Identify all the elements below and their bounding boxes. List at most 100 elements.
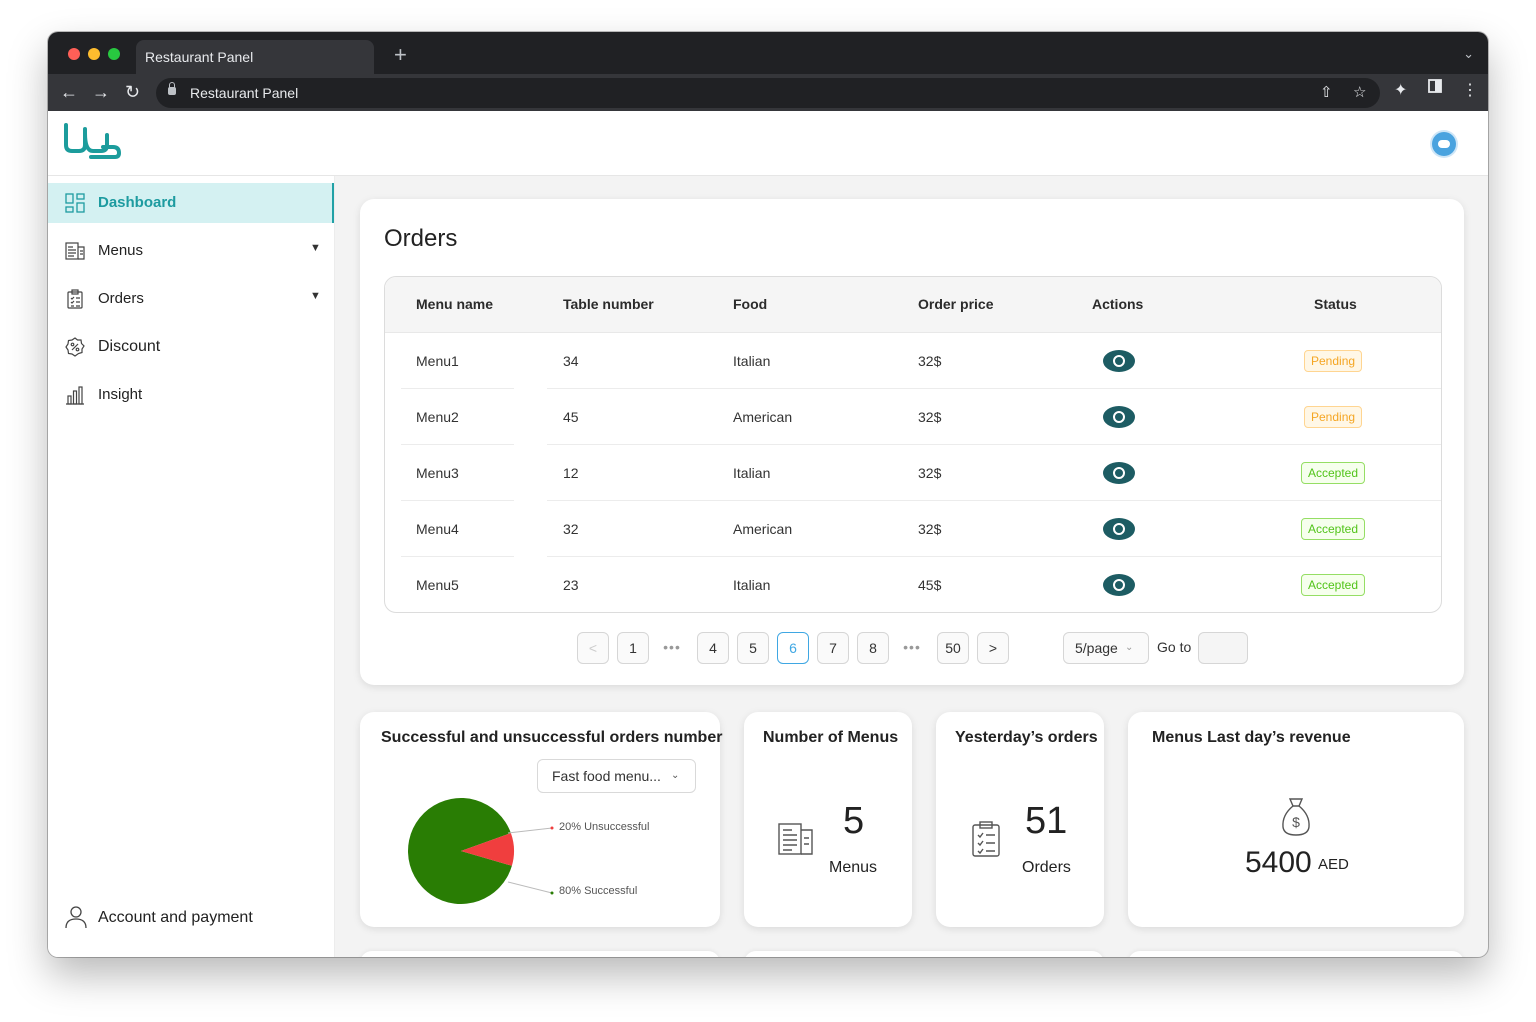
pagination-ellipsis[interactable]: ••• <box>663 639 681 655</box>
lock-icon <box>168 82 176 95</box>
page-button[interactable]: 50 <box>937 632 969 664</box>
page-button[interactable]: 4 <box>697 632 729 664</box>
page-button-current[interactable]: 6 <box>777 632 809 664</box>
legend-dot-successful <box>550 891 554 895</box>
sidebar-item-account[interactable]: Account and payment <box>48 898 334 938</box>
table-cell: Menu5 <box>416 577 459 593</box>
page-button[interactable]: 1 <box>617 632 649 664</box>
chevron-down-icon[interactable]: ▼ <box>310 242 321 254</box>
address-bar[interactable]: Restaurant Panel ⇧ ☆ <box>156 78 1380 108</box>
reload-icon[interactable]: ↻ <box>125 82 141 102</box>
table-cell: Menu3 <box>416 465 459 481</box>
table-cell: 32$ <box>918 409 942 425</box>
app-header <box>48 111 1488 176</box>
yesterday-orders-value: 51 <box>1025 800 1068 842</box>
success-chart-card: Successful and unsuccessful orders numbe… <box>360 712 723 927</box>
tab-search-chevron-icon[interactable]: ⌄ <box>1463 46 1474 61</box>
menu-filter-value: Fast food menu... <box>552 768 661 784</box>
new-tab-button[interactable]: + <box>394 42 407 67</box>
page-size-value: 5/page <box>1075 640 1118 656</box>
success-chart-title: Successful and unsuccessful orders numbe… <box>381 729 723 746</box>
minimize-window-button[interactable] <box>88 48 100 60</box>
browser-menu-icon[interactable]: ⋮ <box>1462 82 1478 99</box>
view-eye-icon[interactable] <box>1103 350 1135 372</box>
revenue-title: Menus Last day’s revenue <box>1152 729 1351 746</box>
status-badge: Pending <box>1304 406 1363 428</box>
sidebar-item-orders[interactable]: Orders ▼ <box>48 279 334 319</box>
share-icon[interactable]: ⇧ <box>1320 84 1333 101</box>
app-logo[interactable] <box>63 121 122 166</box>
column-header: Status <box>1314 296 1357 312</box>
revenue-value: 5400 <box>1245 846 1312 879</box>
revenue-currency: AED <box>1318 856 1349 873</box>
pie-slice-successful[interactable] <box>408 798 512 904</box>
column-header: Order price <box>918 296 994 312</box>
row-divider <box>547 500 1441 501</box>
table-header: Menu name Table number Food Order price … <box>385 277 1441 333</box>
column-header: Food <box>733 296 768 312</box>
column-header: Menu name <box>416 296 494 312</box>
pagination-ellipsis[interactable]: ••• <box>903 639 921 655</box>
status-badge: Accepted <box>1301 462 1366 484</box>
chevron-down-icon: ⌄ <box>671 770 680 781</box>
sidebar-item-label: Orders <box>98 290 144 307</box>
maximize-window-button[interactable] <box>108 48 120 60</box>
bar-chart-icon <box>65 385 85 405</box>
chevron-down-icon[interactable]: ▼ <box>310 290 321 302</box>
sidebar-item-dashboard[interactable]: Dashboard <box>48 183 334 223</box>
dashboard-icon <box>65 193 85 213</box>
page-size-select[interactable]: 5/page ⌄ <box>1063 632 1149 664</box>
pie-slice-unsuccessful[interactable] <box>461 833 514 866</box>
back-arrow-icon[interactable]: ← <box>60 82 78 102</box>
sidebar-item-insight[interactable]: Insight <box>48 375 334 415</box>
table-cell: 45$ <box>918 577 942 593</box>
browser-tab[interactable]: Restaurant Panel <box>136 40 374 74</box>
table-row: Menu5 23 Italian 45$ Accepted <box>385 557 1441 612</box>
page-button[interactable]: 8 <box>857 632 889 664</box>
menus-count-title: Number of Menus <box>763 729 899 746</box>
view-eye-icon[interactable] <box>1103 518 1135 540</box>
extensions-puzzle-icon[interactable]: ✦ <box>1394 82 1408 99</box>
view-eye-icon[interactable] <box>1103 406 1135 428</box>
sidebar-item-discount[interactable]: Discount <box>48 327 334 367</box>
discount-badge-icon <box>65 337 85 357</box>
status-badge: Accepted <box>1301 574 1366 596</box>
bookmark-star-icon[interactable]: ☆ <box>1353 84 1367 101</box>
column-header: Actions <box>1092 296 1144 312</box>
browser-tab-title: Restaurant Panel <box>145 49 254 65</box>
table-cell: 34 <box>563 353 579 369</box>
prev-page-button[interactable]: < <box>577 632 609 664</box>
sidebar-item-menus[interactable]: Menus ▼ <box>48 231 334 271</box>
sidebar-item-label: Insight <box>98 386 143 403</box>
table-row: Menu4 32 American 32$ Accepted <box>385 501 1441 557</box>
next-page-button[interactable]: > <box>977 632 1009 664</box>
column-header: Table number <box>563 296 654 312</box>
row-divider <box>547 388 1441 389</box>
menu-document-icon <box>777 820 815 863</box>
sidebar: Dashboard Menus ▼ Orders ▼ Discount <box>48 176 335 957</box>
table-cell: 32 <box>563 521 579 537</box>
view-eye-icon[interactable] <box>1103 462 1135 484</box>
table-cell: 32$ <box>918 353 942 369</box>
view-eye-icon[interactable] <box>1103 574 1135 596</box>
user-avatar[interactable] <box>1432 132 1456 156</box>
menu-document-icon <box>65 241 85 261</box>
table-cell: 32$ <box>918 465 942 481</box>
table-cell: 12 <box>563 465 579 481</box>
table-cell: 45 <box>563 409 579 425</box>
clipboard-list-icon <box>65 289 85 309</box>
pie-chart <box>408 798 554 904</box>
page-button[interactable]: 7 <box>817 632 849 664</box>
goto-page-input[interactable] <box>1198 632 1248 664</box>
page-button[interactable]: 5 <box>737 632 769 664</box>
forward-arrow-icon[interactable]: → <box>92 82 110 102</box>
row-divider <box>401 388 514 389</box>
pie-label-successful: 80% Successful <box>559 885 638 897</box>
menu-filter-select[interactable]: Fast food menu... ⌄ <box>537 759 696 793</box>
row-divider <box>547 556 1441 557</box>
browser-window: Restaurant Panel + ⌄ ← → ↻ Restaurant Pa… <box>48 32 1488 957</box>
side-panel-icon[interactable] <box>1428 79 1442 98</box>
orders-title: Orders <box>384 225 458 252</box>
table-cell: Italian <box>733 353 771 369</box>
close-window-button[interactable] <box>68 48 80 60</box>
